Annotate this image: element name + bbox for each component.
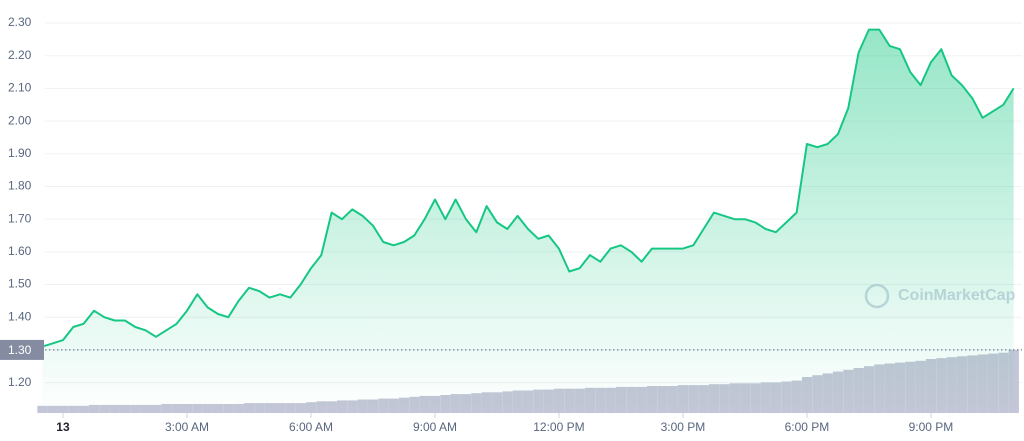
y-tick-label: 2.20 bbox=[8, 48, 32, 62]
x-tick-label: 12:00 PM bbox=[533, 420, 584, 434]
volume-bar bbox=[1008, 350, 1019, 413]
y-tick-label: 1.50 bbox=[8, 277, 32, 291]
price-line bbox=[42, 28, 1015, 348]
x-tick-label: 13 bbox=[56, 420, 70, 434]
y-tick-label: 1.20 bbox=[8, 375, 32, 389]
x-tick-label: 9:00 AM bbox=[413, 420, 457, 434]
y-tick-label: 2.00 bbox=[8, 113, 32, 127]
y-tick-label: 2.30 bbox=[8, 15, 32, 29]
y-tick-label: 1.70 bbox=[8, 211, 32, 225]
x-tick-label: 3:00 AM bbox=[165, 420, 209, 434]
price-area bbox=[42, 29, 1014, 413]
y-tick-label: 1.90 bbox=[8, 146, 32, 160]
reference-label-box bbox=[0, 339, 44, 360]
reference-label: 1.30 bbox=[8, 343, 32, 357]
x-tick-label: 9:00 PM bbox=[909, 420, 954, 434]
y-tick-label: 2.10 bbox=[8, 81, 32, 95]
x-tick-label: 6:00 PM bbox=[785, 420, 830, 434]
y-tick-label: 1.40 bbox=[8, 309, 32, 323]
y-tick-label: 1.60 bbox=[8, 244, 32, 258]
x-tick-label: 3:00 PM bbox=[661, 420, 706, 434]
y-tick-label: 1.80 bbox=[8, 179, 32, 193]
x-tick-label: 6:00 AM bbox=[289, 420, 333, 434]
